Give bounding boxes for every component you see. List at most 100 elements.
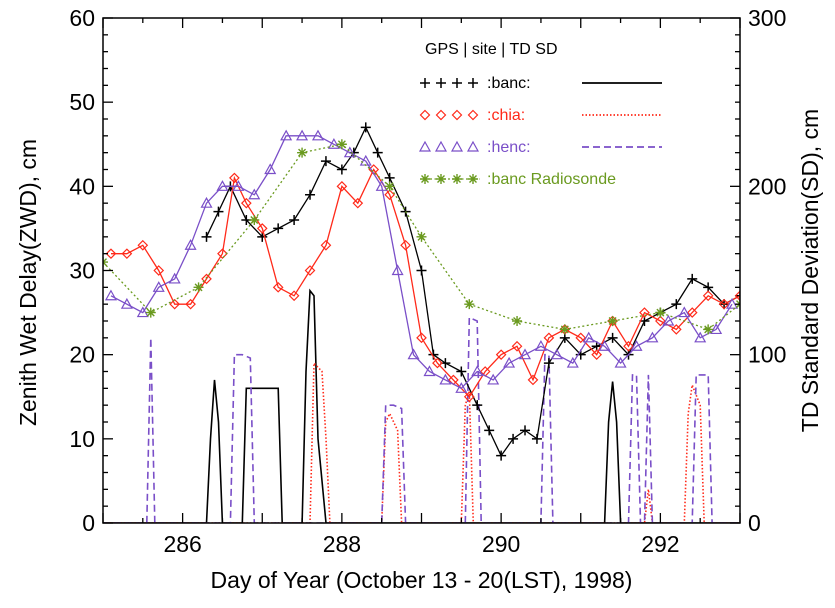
data-point-henc: [646, 331, 659, 343]
series-line-henctdsd: [103, 316, 740, 523]
data-point-bancradiosonde: [464, 299, 475, 310]
data-point-chia: [121, 248, 133, 260]
data-point-henc: [726, 297, 739, 309]
data-point-henc: [630, 340, 643, 351]
x-tick-label: 288: [323, 531, 361, 557]
y-right-tick-label: 300: [748, 5, 786, 31]
series-line-bancradiosonde: [103, 143, 740, 331]
data-point-banc: [320, 156, 331, 167]
data-point-henc: [375, 180, 388, 191]
data-point-chia: [240, 197, 252, 209]
data-point-henc: [694, 331, 707, 343]
data-point-bancradiosonde: [607, 316, 618, 326]
series-line-banc: [205, 125, 740, 457]
data-point-henc: [678, 306, 691, 318]
y-right-tick-label: 0: [748, 510, 761, 536]
data-point-henc: [120, 297, 133, 309]
data-point-henc: [598, 340, 611, 351]
data-point-chia: [272, 281, 284, 293]
data-point-henc: [200, 196, 213, 208]
data-point-banc: [456, 366, 467, 377]
data-point-henc: [311, 129, 325, 141]
data-point-henc: [534, 340, 547, 351]
data-point-chia: [467, 109, 479, 121]
data-point-banc: [360, 122, 371, 133]
data-point-chia: [256, 223, 268, 234]
data-point-chia: [336, 180, 348, 192]
data-point-chia: [153, 265, 165, 276]
y-left-tick-label: 10: [69, 426, 95, 452]
data-point-chia: [511, 340, 523, 352]
data-point-chia: [169, 298, 181, 310]
data-point-henc: [423, 365, 436, 377]
y-left-tick-label: 20: [69, 342, 95, 368]
y-left-tick-label: 60: [69, 5, 95, 31]
legend-entry-label: :chia:: [487, 107, 525, 124]
data-point-chia: [435, 109, 447, 121]
data-point-chia: [591, 349, 603, 361]
data-point-bancradiosonde: [559, 324, 570, 335]
legend: GPS | site | TD SD :banc::chia::henc::ba…: [418, 41, 662, 188]
data-point-henc: [503, 356, 516, 368]
data-point-banc: [305, 189, 316, 200]
x-tick-label: 286: [163, 531, 201, 557]
data-point-henc: [471, 365, 484, 377]
y-left-tick-label: 0: [82, 510, 95, 536]
data-point-bancradiosonde: [145, 307, 156, 318]
x-tick-label: 290: [482, 531, 520, 557]
data-point-henc: [343, 146, 356, 158]
data-point-chia: [495, 349, 507, 361]
data-point-chia: [288, 290, 300, 302]
data-point-banc: [273, 223, 284, 234]
legend-header: GPS | site | TD SD: [425, 41, 558, 58]
data-point-banc: [671, 299, 682, 310]
y-left-tick-label: 40: [69, 173, 95, 199]
series-line-chiatdsd: [103, 361, 740, 523]
data-point-banc: [289, 215, 300, 225]
axes: 286 288 290 292 0 10 20 30 40 50 60 0 100 200 300: [69, 5, 786, 557]
data-point-henc: [152, 281, 165, 292]
data-point-henc: [550, 348, 563, 360]
data-point-henc: [136, 306, 149, 318]
data-point-chia: [543, 332, 555, 344]
data-point-banc: [472, 400, 483, 411]
data-point-henc: [327, 138, 340, 149]
data-point-chia: [451, 109, 463, 121]
legend-entry-label: :banc Radiosonde: [487, 171, 616, 188]
data-point-bancradiosonde: [297, 147, 308, 158]
data-point-banc: [735, 290, 740, 301]
data-point-chia: [623, 340, 634, 352]
data-point-chia: [229, 172, 240, 184]
data-point-henc: [455, 382, 468, 393]
data-point-henc: [280, 129, 293, 141]
data-point-henc: [248, 188, 261, 200]
data-point-chia: [702, 290, 714, 302]
data-point-henc: [184, 239, 197, 250]
data-point-chia: [105, 248, 117, 260]
data-point-banc: [543, 358, 554, 369]
data-point-chia: [686, 307, 698, 318]
legend-entry-label: :henc:: [487, 139, 531, 156]
data-point-chia: [734, 290, 740, 302]
data-point-banc: [484, 425, 495, 436]
data-point-henc: [710, 323, 723, 335]
data-point-bancradiosonde: [249, 215, 260, 225]
data-point-chia: [432, 357, 443, 369]
data-point-banc: [336, 164, 347, 175]
data-point-henc: [407, 348, 420, 360]
data-point-chia: [352, 197, 364, 209]
series-group: [103, 122, 740, 523]
data-point-chia: [384, 189, 395, 201]
data-point-henc: [614, 356, 627, 368]
data-point-henc: [391, 264, 404, 276]
data-point-henc: [168, 272, 181, 284]
data-point-banc: [201, 231, 212, 242]
data-point-banc: [416, 265, 427, 276]
data-point-chia: [527, 374, 539, 386]
data-point-chia: [419, 109, 431, 121]
data-point-banc: [384, 172, 395, 183]
data-point-bancradiosonde: [193, 282, 204, 293]
data-point-henc: [582, 331, 595, 343]
data-point-henc: [104, 289, 117, 301]
